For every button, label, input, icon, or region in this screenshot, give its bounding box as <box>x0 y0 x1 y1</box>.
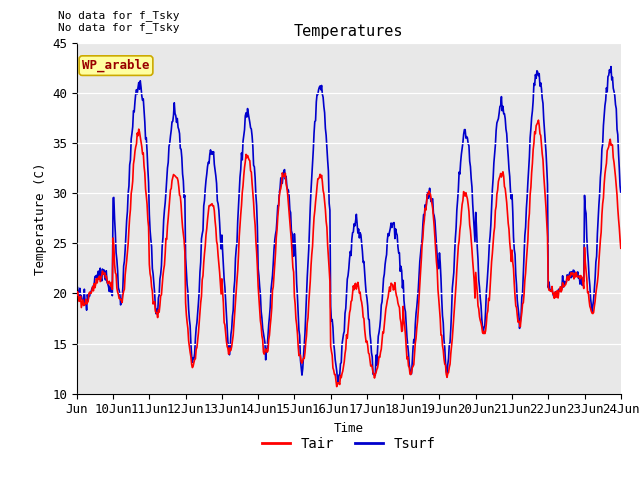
X-axis label: Time: Time <box>334 422 364 435</box>
Text: No data for f_Tsky: No data for f_Tsky <box>58 22 179 33</box>
Y-axis label: Temperature (C): Temperature (C) <box>33 162 47 275</box>
Text: WP_arable: WP_arable <box>82 59 150 72</box>
Title: Temperatures: Temperatures <box>294 24 404 39</box>
Legend: Tair, Tsurf: Tair, Tsurf <box>256 432 442 457</box>
Text: No data for f_Tsky: No data for f_Tsky <box>58 11 179 22</box>
